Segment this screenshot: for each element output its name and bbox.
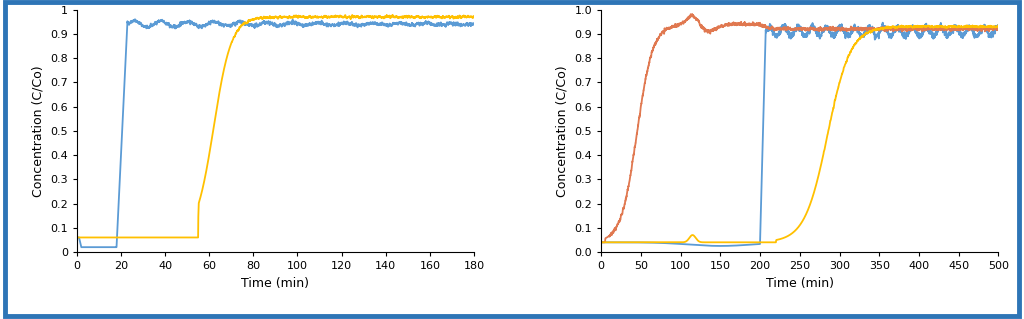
H20 (685, 12, 697, 16)
CO2 (746, 241, 759, 244)
He (992, 24, 1005, 27)
H20 (834, 27, 846, 31)
H20 (853, 26, 865, 30)
CO2 (71, 235, 83, 239)
CO2 (668, 241, 680, 244)
H20 (595, 241, 607, 244)
X-axis label: Time (min): Time (min) (242, 277, 309, 290)
CO2 (595, 241, 607, 244)
X-axis label: Time (min): Time (min) (766, 277, 834, 290)
Line: CO2: CO2 (601, 25, 998, 242)
H20 (992, 28, 1005, 32)
He (853, 31, 865, 35)
He (468, 22, 480, 26)
He (714, 244, 726, 248)
He (71, 235, 83, 239)
CO2 (386, 13, 398, 17)
CO2 (922, 24, 934, 28)
CO2 (853, 37, 865, 41)
He (595, 241, 607, 244)
He (129, 18, 141, 21)
Y-axis label: Concentration (C/Co): Concentration (C/Co) (556, 65, 568, 197)
H20 (922, 26, 934, 30)
Line: H20: H20 (601, 14, 998, 242)
CO2 (156, 235, 168, 239)
Line: CO2: CO2 (77, 15, 474, 237)
Line: He: He (77, 19, 474, 247)
He (75, 245, 87, 249)
CO2 (468, 15, 480, 19)
CO2 (430, 16, 442, 19)
CO2 (181, 235, 194, 239)
CO2 (468, 15, 480, 19)
He (311, 21, 324, 25)
Y-axis label: Concentration (C/Co): Concentration (C/Co) (32, 65, 44, 197)
CO2 (992, 23, 1005, 27)
He (468, 22, 480, 26)
Line: He: He (601, 23, 998, 246)
CO2 (317, 14, 330, 18)
He (877, 21, 889, 25)
H20 (668, 24, 680, 28)
He (746, 242, 759, 246)
CO2 (892, 25, 904, 29)
CO2 (311, 15, 324, 19)
He (156, 18, 168, 22)
He (318, 23, 331, 26)
He (668, 241, 680, 245)
CO2 (992, 24, 1005, 27)
CO2 (834, 81, 846, 85)
He (892, 23, 904, 27)
H20 (746, 20, 759, 24)
H20 (892, 26, 904, 29)
He (922, 28, 934, 32)
He (430, 22, 442, 26)
He (182, 20, 195, 24)
He (834, 26, 846, 30)
